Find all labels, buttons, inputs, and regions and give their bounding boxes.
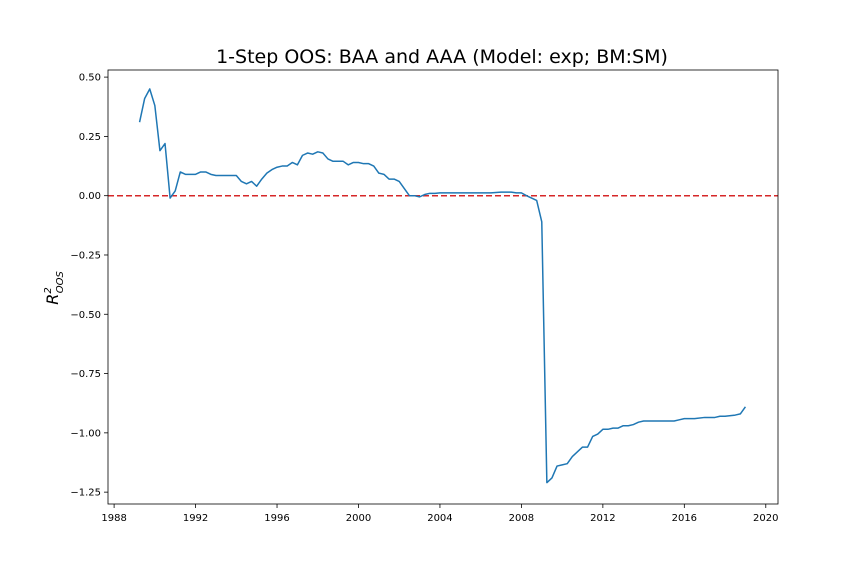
x-tick-label: 2020 (753, 513, 778, 524)
y-tick-label: −0.75 (70, 369, 101, 380)
y-axis-label-sup: 2 (43, 287, 54, 293)
x-tick-label: 2004 (427, 513, 452, 524)
x-tick-label: 2012 (590, 513, 615, 524)
plot-frame (107, 69, 779, 505)
x-tick-label: 1992 (183, 513, 208, 524)
series-line-0 (138, 88, 747, 484)
y-tick-label: −1.25 (70, 488, 101, 499)
y-axis-label-sub: OOS (55, 271, 66, 294)
y-axis-label-main: R (43, 294, 62, 305)
x-tick-label: 1996 (264, 513, 289, 524)
x-tick-label: 2008 (509, 513, 534, 524)
x-tick-label: 1988 (101, 513, 126, 524)
y-axis-label: R2OOS (43, 271, 66, 305)
y-tick-label: 0.00 (79, 191, 101, 202)
x-tick-label: 2016 (672, 513, 697, 524)
x-tick-label: 2000 (346, 513, 371, 524)
y-tick-label: −1.00 (70, 428, 101, 439)
y-tick-label: 0.50 (79, 73, 101, 84)
chart-title: 1-Step OOS: BAA and AAA (Model: exp; BM:… (216, 46, 668, 68)
plot-area: 1988 1992 1996 2000 2004 2008 2012 2016 2020 0.50… (70, 69, 779, 524)
y-tick-label: −0.25 (70, 250, 101, 261)
y-tick-label: 0.25 (79, 132, 101, 143)
y-tick-label: −0.50 (70, 310, 101, 321)
